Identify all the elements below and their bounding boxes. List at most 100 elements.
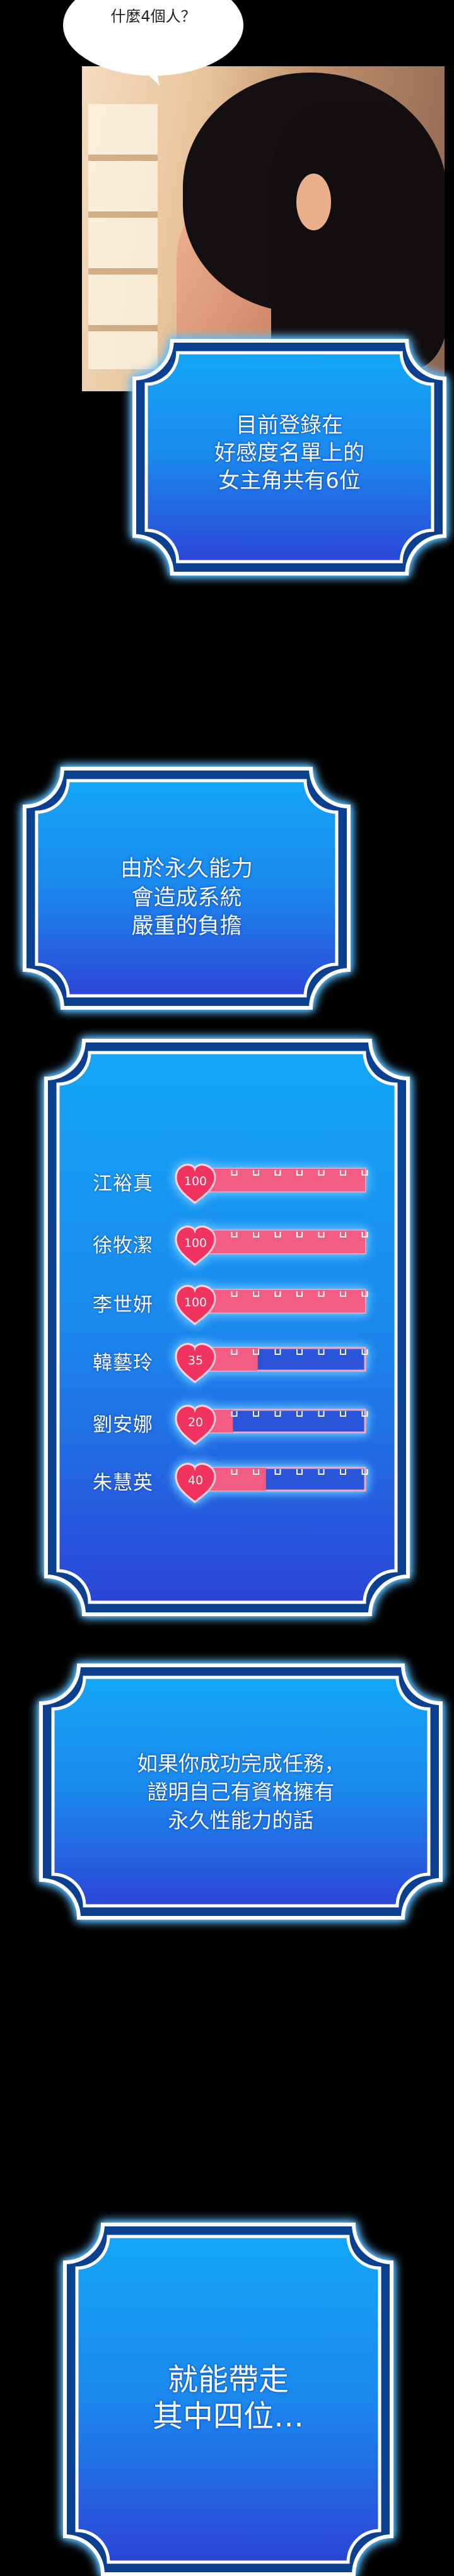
gauge-tick [318, 1411, 325, 1417]
gauge-tick [274, 1469, 281, 1475]
gauge-tick [318, 1469, 325, 1475]
frame-inner [35, 779, 339, 998]
gauge-tick [274, 1170, 281, 1176]
gauge-tick [253, 1170, 259, 1176]
frame-inner [51, 1675, 431, 1908]
affection-value: 100 [184, 1296, 207, 1309]
system-panel-burden: 由於永久能力 會造成系統 嚴重的負擔 [23, 767, 351, 1010]
affection-row: 朱慧英 40 [93, 1463, 376, 1503]
gauge-tick [274, 1411, 281, 1417]
panel-line: 由於永久能力 [120, 856, 253, 882]
system-panel-roster: 目前登錄在 好感度名單上的 女主角共有6位 [132, 339, 446, 576]
heart-icon [175, 1164, 216, 1204]
panel-line: 嚴重的負擔 [131, 914, 242, 939]
affection-row: 韓藝玲 35 [93, 1343, 376, 1383]
gauge-tick [253, 1411, 259, 1417]
gauge-tick [361, 1349, 368, 1355]
gauge-tick [318, 1170, 325, 1176]
system-panel-mission: 如果你成功完成任務， 證明自己有資格擁有 永久性能力的話 [39, 1663, 443, 1920]
panel-line: 目前登錄在 [236, 413, 343, 438]
panel-line: 女主角共有6位 [218, 468, 361, 494]
heart-icon [175, 1463, 216, 1503]
heroine-name: 韓藝玲 [93, 1352, 153, 1374]
heroine-name: 徐牧潔 [93, 1234, 153, 1257]
affection-gauge: 40 [175, 1463, 368, 1503]
affection-value: 100 [184, 1174, 207, 1188]
gauge-tick [318, 1349, 325, 1355]
gauge-tick [340, 1291, 346, 1297]
gauge-tick [340, 1232, 346, 1238]
gauge-tick [318, 1232, 325, 1238]
gauge-tick [231, 1291, 238, 1297]
affection-value: 40 [188, 1474, 203, 1487]
gauge-tick [296, 1291, 303, 1297]
ear-illustration [296, 174, 331, 230]
affection-gauge: 100 [175, 1164, 368, 1204]
affection-value: 20 [188, 1415, 203, 1429]
affection-value: 100 [184, 1236, 207, 1250]
gauge-fill [200, 1231, 365, 1253]
hair-back-illustration [271, 104, 445, 369]
gauge-tick [361, 1170, 368, 1176]
affection-row: 李世妍 100 [93, 1285, 376, 1325]
panel-line: 其中四位… [152, 2399, 304, 2434]
heart-icon [175, 1343, 216, 1383]
gauge-tick [274, 1291, 281, 1297]
panel-frame [23, 767, 351, 1010]
panel-frame [44, 1039, 410, 1616]
gauge-tick [253, 1469, 259, 1475]
affection-row: 劉安娜 20 [93, 1405, 376, 1445]
frame-inner [56, 1051, 398, 1604]
gauge-tick [361, 1469, 368, 1475]
gauge-tick [318, 1291, 325, 1297]
gauge-tick [253, 1232, 259, 1238]
gauge-tick [253, 1291, 259, 1297]
panel-line: 永久性能力的話 [168, 1808, 314, 1833]
panel-line: 如果你成功完成任務， [137, 1751, 345, 1776]
frame-inner [144, 351, 434, 564]
affection-gauge: 100 [175, 1285, 368, 1325]
panel-line: 就能帶走 [167, 2362, 289, 2397]
heroine-name: 劉安娜 [93, 1414, 153, 1436]
heroine-name: 李世妍 [93, 1294, 153, 1316]
affection-gauge: 35 [175, 1343, 368, 1383]
gauge-tick [340, 1349, 346, 1355]
heart-icon [175, 1226, 216, 1266]
speech-bubble-text: 什麼4個人？ [110, 8, 196, 25]
heroine-name: 江裕真 [93, 1173, 153, 1195]
gauge-tick [296, 1469, 303, 1475]
heart-icon [175, 1405, 216, 1445]
gauge-tick [253, 1349, 259, 1355]
gauge-fill [200, 1290, 365, 1313]
affection-value: 35 [188, 1354, 203, 1368]
panel-line: 證明自己有資格擁有 [147, 1780, 335, 1804]
gauge-tick [340, 1170, 346, 1176]
gauge-tick [296, 1170, 303, 1176]
gauge-tick [274, 1232, 281, 1238]
gauge-tick [231, 1469, 238, 1475]
window-illustration [88, 104, 158, 369]
affection-gauge: 100 [175, 1226, 368, 1266]
gauge-tick [296, 1232, 303, 1238]
gauge-fill [200, 1169, 365, 1191]
affection-row: 江裕真 100 [93, 1164, 376, 1204]
gauge-tick [340, 1411, 346, 1417]
gauge-tick [231, 1170, 238, 1176]
heroine-name: 朱慧英 [93, 1472, 153, 1494]
gauge-tick [361, 1411, 368, 1417]
gauge-tick [231, 1411, 238, 1417]
panel-frame [132, 339, 446, 576]
panel-line: 會造成系統 [131, 885, 242, 911]
gauge-tick [296, 1349, 303, 1355]
system-panel-take-four: 就能帶走 其中四位… [63, 2223, 393, 2576]
gauge-tick [296, 1411, 303, 1417]
panel-frame [39, 1663, 443, 1920]
panel-line: 好感度名單上的 [214, 440, 364, 466]
affection-row: 徐牧潔 100 [93, 1226, 376, 1266]
panel-frame [63, 2223, 393, 2576]
heart-icon [175, 1285, 216, 1325]
affection-gauge: 20 [175, 1405, 368, 1445]
system-panel-affection: 江裕真 100 徐牧潔 100 李世妍 100 韓藝玲 35 劉安娜 20 朱慧英 40 [44, 1039, 410, 1616]
gauge-tick [361, 1232, 368, 1238]
gauge-tick [340, 1469, 346, 1475]
